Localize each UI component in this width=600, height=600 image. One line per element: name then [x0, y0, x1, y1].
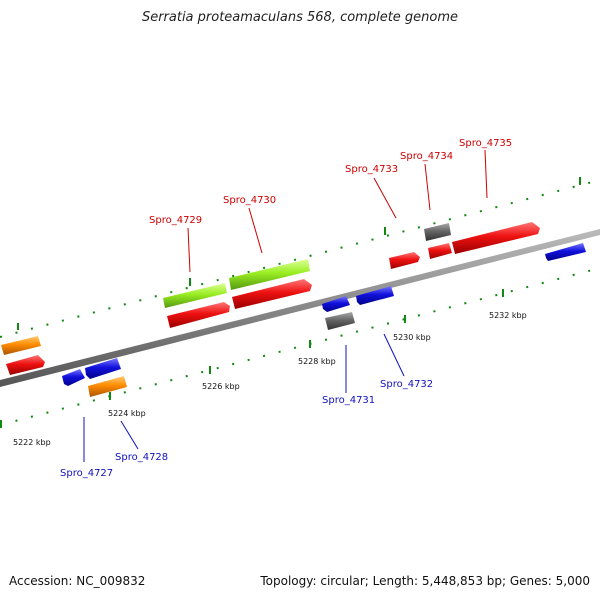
- label-connectors: [83, 149, 488, 462]
- genome-summary-text: Topology: circular; Length: 5,448,853 bp…: [260, 574, 590, 588]
- scale-label-5224: 5224 kbp: [108, 409, 146, 418]
- gene-cds-forward[interactable]: [6, 355, 45, 375]
- gene-spro-4730-highlight[interactable]: [229, 259, 310, 290]
- gene-spro-4734[interactable]: [428, 243, 452, 259]
- gene-rrna-forward[interactable]: [1, 336, 41, 355]
- gene-spro-4732[interactable]: [356, 286, 394, 305]
- upper-tick-track: [0, 177, 600, 338]
- gene-reverse-1[interactable]: [62, 369, 85, 386]
- scale-label-5222: 5222 kbp: [13, 438, 51, 447]
- genome-backbone: [0, 229, 600, 387]
- scale-label-5230: 5230 kbp: [393, 333, 431, 342]
- map-title: Serratia proteamaculans 568, complete ge…: [141, 10, 459, 25]
- gene-spro-4727[interactable]: [85, 358, 121, 379]
- accession-text: Accession: NC_009832: [9, 574, 146, 588]
- gene-reverse-end[interactable]: [545, 243, 586, 261]
- gene-spro-4731-pseudo[interactable]: [325, 312, 355, 330]
- gene-label-spro-4729[interactable]: Spro_4729: [149, 215, 202, 226]
- gene-spro-4735[interactable]: [452, 222, 540, 254]
- gene-label-spro-4728[interactable]: Spro_4728: [115, 452, 168, 463]
- gene-spro-4731-a[interactable]: [322, 296, 350, 312]
- gene-spro-4733[interactable]: [389, 252, 420, 269]
- gene-spro-4729-highlight[interactable]: [163, 283, 227, 308]
- scale-label-5228: 5228 kbp: [298, 357, 336, 366]
- scale-label-5226: 5226 kbp: [202, 382, 240, 391]
- scale-label-5232: 5232 kbp: [489, 311, 527, 320]
- gene-spro-4730[interactable]: [232, 279, 312, 309]
- gene-spro-4728-rna[interactable]: [88, 376, 127, 397]
- gene-label-spro-4733[interactable]: Spro_4733: [345, 164, 398, 175]
- gene-label-spro-4735[interactable]: Spro_4735: [459, 138, 512, 149]
- gene-label-spro-4727[interactable]: Spro_4727: [60, 468, 113, 479]
- gene-spro-4729[interactable]: [167, 302, 230, 328]
- gene-label-spro-4730[interactable]: Spro_4730: [223, 195, 276, 206]
- gene-label-spro-4732[interactable]: Spro_4732: [380, 379, 433, 390]
- gene-spro-4734-pseudo[interactable]: [424, 223, 451, 241]
- gene-label-spro-4731[interactable]: Spro_4731: [322, 395, 375, 406]
- lower-tick-track: [0, 267, 600, 428]
- gene-label-spro-4734[interactable]: Spro_4734: [400, 151, 453, 162]
